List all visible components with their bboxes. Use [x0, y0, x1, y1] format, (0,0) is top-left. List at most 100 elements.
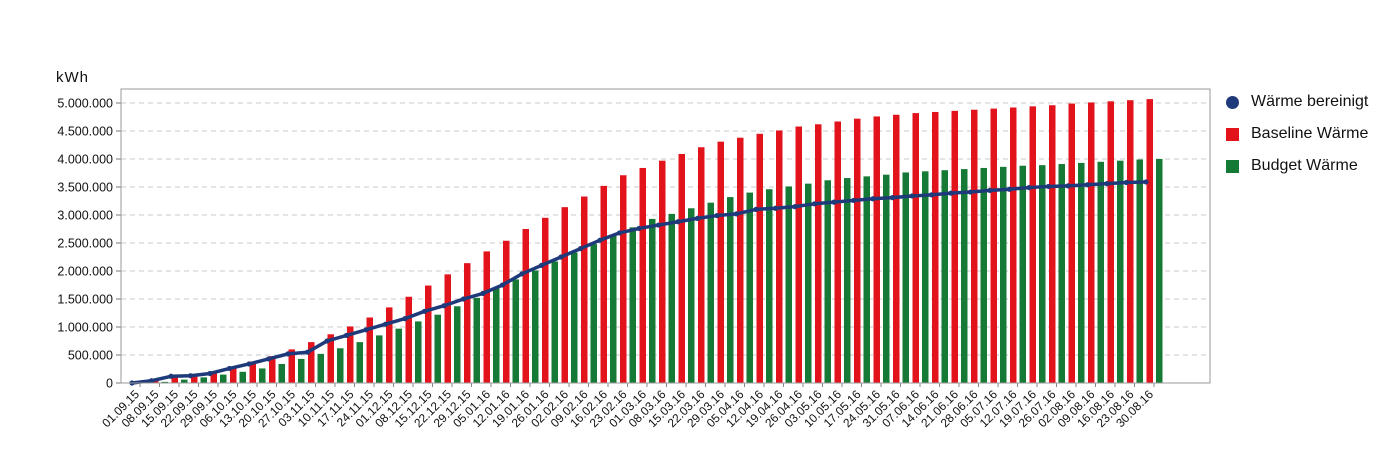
legend-item-baseline-waerme[interactable]: Baseline Wärme — [1226, 118, 1368, 150]
bar-budget-waerme — [532, 270, 539, 383]
line-point-waerme-bereinigt — [187, 373, 194, 379]
legend-item-waerme-bereinigt[interactable]: Wärme bereinigt — [1226, 86, 1368, 118]
legend-label: Baseline Wärme — [1251, 125, 1369, 142]
bar-budget-waerme — [181, 379, 188, 383]
y-tick-label: 0 — [106, 377, 113, 391]
bar-budget-waerme — [571, 252, 578, 383]
bar-budget-waerme — [200, 377, 207, 383]
line-series — [129, 179, 1149, 386]
line-point-waerme-bereinigt — [538, 262, 545, 268]
bar-baseline-waerme — [854, 118, 861, 384]
bar-budget-waerme — [727, 197, 734, 383]
line-point-waerme-bereinigt — [655, 222, 662, 228]
line-point-waerme-bereinigt — [714, 212, 720, 219]
plot-frame — [120, 88, 1211, 384]
bar-budget-waerme — [1019, 165, 1026, 383]
line-point-waerme-bereinigt — [772, 205, 779, 211]
legend-item-budget-waerme[interactable]: Budget Wärme — [1226, 150, 1368, 182]
bar-baseline-waerme — [1107, 101, 1114, 383]
bar-baseline-waerme — [815, 124, 822, 383]
line-point-waerme-bereinigt — [792, 204, 798, 210]
line-point-waerme-bereinigt — [753, 206, 759, 212]
y-axis-label: kWh — [56, 69, 89, 86]
bar-baseline-waerme — [191, 374, 198, 383]
bar-budget-waerme — [473, 297, 480, 383]
line-point-waerme-bereinigt — [1084, 182, 1091, 188]
line-point-waerme-bereinigt — [577, 246, 584, 252]
bar-budget-waerme — [1000, 166, 1007, 383]
bar-baseline-waerme — [366, 317, 373, 383]
bar-budget-waerme — [922, 171, 929, 383]
bar-baseline-waerme — [737, 137, 744, 383]
line-point-waerme-bereinigt — [733, 211, 740, 217]
line-point-waerme-bereinigt — [616, 230, 623, 236]
line-point-waerme-bereinigt — [597, 237, 603, 243]
bar-baseline-waerme — [308, 342, 315, 383]
bar-budget-waerme — [493, 288, 500, 383]
bar-budget-waerme — [883, 174, 890, 383]
line-point-waerme-bereinigt — [675, 219, 681, 225]
bar-budget-waerme — [610, 235, 617, 383]
x-axis-ticks: 01.09.1508.09.1515.09.1522.09.1529.09.15… — [99, 383, 1156, 430]
bar-baseline-waerme — [444, 274, 451, 383]
bar-budget-waerme — [259, 368, 266, 383]
bar-baseline-waerme — [756, 133, 763, 383]
line-point-waerme-bereinigt — [343, 332, 350, 338]
chart: kWh 0 500.000 1.000.000 1.500.000 2.000.000 2… — [56, 69, 1211, 430]
y-tick-label: 1.000.000 — [57, 321, 113, 335]
bar-baseline-waerme — [620, 175, 627, 383]
bar-baseline-waerme — [269, 356, 276, 383]
bar-budget-waerme — [434, 314, 441, 383]
line-point-waerme-bereinigt — [909, 193, 915, 199]
y-tick-label: 3.500.000 — [57, 181, 113, 195]
bars — [132, 99, 1163, 384]
bar-baseline-waerme — [1146, 99, 1153, 383]
bar-baseline-waerme — [639, 167, 646, 383]
bar-budget-waerme — [1039, 165, 1046, 383]
bar-budget-waerme — [239, 371, 246, 383]
line-point-waerme-bereinigt — [402, 316, 408, 322]
legend-label: Budget Wärme — [1251, 157, 1358, 174]
line-point-waerme-bereinigt — [441, 303, 447, 309]
y-tick-label: 4.500.000 — [57, 125, 113, 139]
line-point-waerme-bereinigt — [1104, 181, 1110, 187]
bar-baseline-waerme — [795, 126, 802, 384]
line-point-waerme-bereinigt — [987, 187, 993, 193]
line-point-waerme-bereinigt — [1143, 179, 1149, 185]
line-point-waerme-bereinigt — [148, 378, 155, 384]
legend-label: Wärme bereinigt — [1251, 93, 1369, 110]
bar-baseline-waerme — [171, 377, 178, 383]
bar-baseline-waerme — [249, 361, 256, 383]
bar-budget-waerme — [415, 321, 422, 383]
bar-baseline-waerme — [288, 349, 295, 383]
bar-baseline-waerme — [600, 185, 607, 383]
bar-baseline-waerme — [834, 121, 841, 383]
bar-baseline-waerme — [1127, 100, 1134, 383]
line-point-waerme-bereinigt — [382, 321, 389, 327]
bar-baseline-waerme — [483, 251, 490, 383]
bar-baseline-waerme — [659, 160, 666, 383]
bar-baseline-waerme — [464, 263, 471, 383]
line-point-waerme-bereinigt — [928, 192, 935, 198]
line-point-waerme-bereinigt — [1065, 183, 1071, 189]
line-point-waerme-bereinigt — [870, 196, 876, 202]
bar-baseline-waerme — [1049, 105, 1056, 384]
line-point-waerme-bereinigt — [285, 351, 291, 357]
line-point-waerme-bereinigt — [811, 201, 818, 207]
line-point-waerme-bereinigt — [363, 327, 369, 333]
y-tick-label: 3.000.000 — [57, 209, 113, 223]
y-tick-label: 5.000.000 — [57, 97, 113, 111]
bar-budget-waerme — [590, 244, 597, 383]
bar-baseline-waerme — [522, 229, 529, 383]
line-point-waerme-bereinigt — [207, 370, 213, 377]
bar-baseline-waerme — [951, 110, 958, 383]
bar-budget-waerme — [902, 172, 909, 383]
y-axis-ticks: 0 500.000 1.000.000 1.500.000 2.000.000 2.500… — [57, 97, 121, 391]
line-point-waerme-bereinigt — [948, 190, 954, 196]
bar-budget-waerme — [337, 348, 344, 383]
line-point-waerme-bereinigt — [499, 282, 506, 288]
bar-budget-waerme — [298, 358, 305, 383]
bar-budget-waerme — [707, 202, 714, 383]
bar-baseline-waerme — [990, 108, 997, 383]
bar-budget-waerme — [1117, 160, 1124, 383]
